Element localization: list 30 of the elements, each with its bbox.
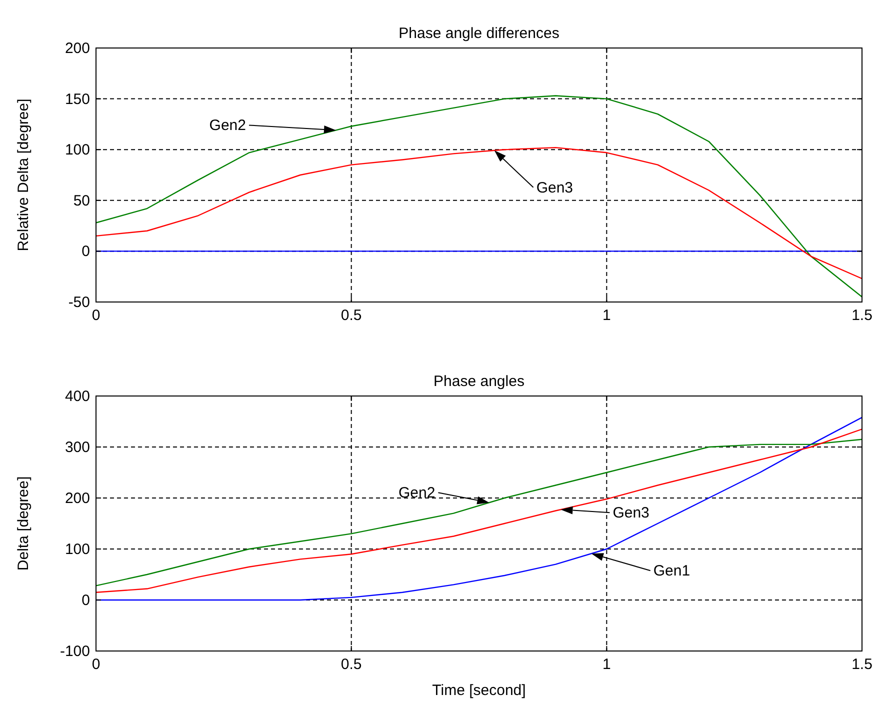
y-axis-title: Delta [degree] — [15, 476, 32, 571]
y-tick-label: 50 — [73, 192, 90, 210]
y-tick-label: 300 — [64, 439, 90, 456]
x-tick-label: 1 — [602, 307, 611, 324]
y-axis-title: Relative Delta [degree] — [15, 98, 32, 252]
y-tick-label: 150 — [64, 90, 90, 108]
x-tick-label: 0.5 — [340, 656, 362, 673]
y-tick-label: 200 — [64, 490, 90, 507]
series-label: Gen2 — [398, 484, 436, 502]
y-tick-label: 0 — [82, 592, 90, 609]
x-tick-label: 1.5 — [852, 656, 872, 673]
series-label: Gen3 — [612, 504, 650, 522]
chart-title: Phase angles — [434, 373, 524, 390]
y-tick-label: 100 — [64, 541, 90, 558]
x-axis-title: Time [second] — [432, 682, 526, 699]
line-series — [96, 146, 862, 280]
series-label: Gen3 — [536, 179, 574, 196]
x-tick-label: 1.5 — [852, 307, 872, 324]
y-tick-label: 200 — [64, 40, 90, 57]
series-label: Gen2 — [209, 117, 246, 134]
y-tick-label: 400 — [64, 388, 90, 405]
y-tick-label: -50 — [68, 294, 90, 311]
chart-title: Phase angle differences — [398, 25, 560, 42]
x-tick-label: 1 — [602, 656, 611, 673]
y-tick-label: 0 — [82, 243, 90, 260]
line-series — [96, 95, 862, 298]
y-tick-label: -100 — [60, 643, 90, 660]
y-tick-label: 100 — [64, 142, 90, 159]
x-tick-label: 0.5 — [340, 307, 362, 324]
text: Gen1 — [653, 562, 690, 580]
